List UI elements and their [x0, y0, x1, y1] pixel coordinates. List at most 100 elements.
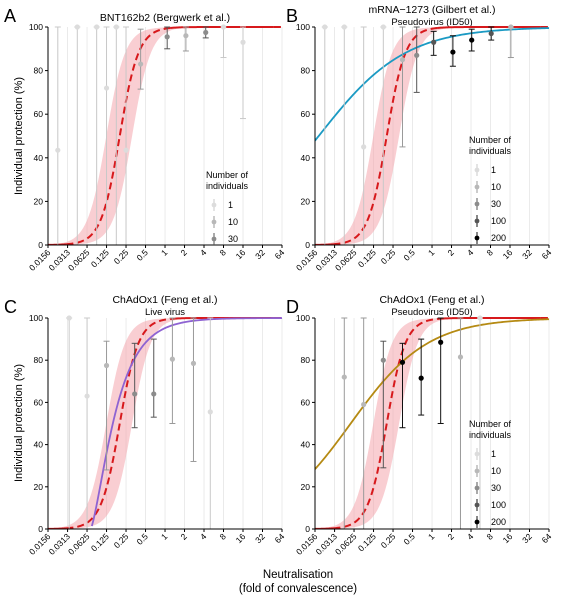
legend-label: 30 — [491, 199, 501, 209]
legend-label: 30 — [228, 234, 238, 244]
data-point — [361, 401, 367, 408]
y-tick-label: 0 — [305, 240, 310, 250]
legend-label: 10 — [491, 466, 501, 476]
data-point — [418, 375, 424, 381]
y-tick-label: 40 — [301, 440, 311, 450]
y-tick-label: 100 — [296, 313, 310, 323]
data-point — [103, 362, 110, 369]
legend-label: 30 — [491, 483, 501, 493]
x-tick-label: 64 — [540, 531, 554, 545]
legend-label: 100 — [491, 500, 506, 510]
data-point — [84, 393, 90, 399]
panel-c-title: ChAdOx1 (Feng et al.) — [112, 294, 217, 306]
panel-b-letter: B — [286, 6, 298, 26]
data-point — [414, 52, 420, 58]
x-tick-label: 0.125 — [89, 531, 111, 553]
panel-series — [48, 317, 282, 529]
data-point — [207, 409, 213, 415]
x-tick-label: 4 — [198, 531, 209, 542]
panel-c-subtitle: Live virus — [145, 307, 185, 318]
x-tick-label: 4 — [465, 247, 476, 258]
x-axis-label-line1: Neutralisation — [263, 569, 333, 581]
x-tick-label: 32 — [520, 247, 534, 261]
data-point — [74, 24, 80, 30]
legend-label: 10 — [491, 182, 501, 192]
x-tick-label: 0.5 — [402, 531, 418, 547]
x-tick-label: 4 — [198, 247, 209, 258]
x-tick-label: 0.0625 — [66, 531, 92, 557]
legend-key-point — [474, 201, 480, 207]
y-tick-label: 100 — [296, 22, 310, 32]
x-tick-label: 2 — [446, 247, 457, 258]
y-tick-label: 60 — [34, 109, 44, 119]
x-tick-label: 0.125 — [356, 531, 378, 553]
x-tick-label: 16 — [501, 247, 515, 261]
data-point — [151, 391, 157, 397]
x-tick-label: 16 — [234, 531, 248, 545]
panel-d-subtitle: Pseudovirus (ID50) — [391, 307, 472, 318]
x-tick-label: 8 — [485, 247, 496, 258]
legend-title: individuals — [469, 430, 512, 440]
data-point — [431, 39, 437, 45]
y-tick-label: 100 — [29, 22, 43, 32]
y-tick-label: 100 — [29, 313, 43, 323]
x-tick-label: 0.5 — [402, 247, 418, 263]
x-tick-label: 4 — [465, 531, 476, 542]
data-point — [138, 61, 144, 67]
x-tick-label: 64 — [540, 247, 554, 261]
legend-key-point — [211, 202, 217, 208]
data-point — [132, 391, 138, 397]
x-tick-label: 1 — [426, 531, 437, 542]
y-tick-label: 0 — [38, 240, 43, 250]
legend-label: 100 — [491, 216, 506, 226]
legend-label: 1 — [491, 165, 496, 175]
x-tick-label: 0.25 — [112, 247, 131, 266]
legend-label: 200 — [491, 517, 506, 527]
data-point — [508, 24, 514, 30]
panel-b-title: mRNA−1273 (Gilbert et al.) — [369, 4, 496, 16]
y-tick-label: 80 — [34, 66, 44, 76]
legend-title: Number of — [206, 170, 249, 180]
x-tick-label: 64 — [273, 247, 287, 261]
legend-key-point — [474, 485, 480, 491]
data-point — [488, 30, 494, 37]
x-tick-label: 32 — [253, 247, 267, 261]
legend-label: 1 — [228, 200, 233, 210]
x-tick-label: 0.25 — [379, 247, 398, 266]
data-point — [66, 315, 72, 321]
y-tick-label: 0 — [305, 524, 310, 534]
data-point — [477, 315, 483, 321]
x-tick-label: 8 — [485, 531, 496, 542]
legend-label: 10 — [228, 217, 238, 227]
y-tick-label: 60 — [301, 109, 311, 119]
x-tick-label: 0.5 — [135, 247, 151, 263]
model-curve-solid — [437, 317, 541, 320]
data-point — [341, 24, 347, 30]
x-tick-label: 0.25 — [379, 531, 398, 550]
x-tick-label: 8 — [218, 531, 229, 542]
data-point — [380, 24, 386, 30]
x-tick-label: 16 — [501, 531, 515, 545]
data-point — [399, 359, 406, 365]
x-tick-label: 1 — [159, 531, 170, 542]
comparison-curve — [315, 318, 549, 470]
panel-b-subtitle: Pseudovirus (ID50) — [391, 17, 472, 28]
model-curve-dashed — [333, 317, 438, 529]
y-tick-label: 20 — [34, 482, 44, 492]
data-point — [164, 34, 170, 40]
data-point — [240, 39, 246, 45]
x-tick-label: 16 — [234, 247, 248, 261]
model-curve-dashed — [333, 27, 438, 245]
x-tick-label: 32 — [253, 531, 267, 545]
model-curve-dashed — [66, 27, 171, 245]
legend-key-point — [474, 468, 480, 474]
data-point — [438, 339, 444, 345]
data-point — [203, 29, 209, 36]
legend-title: Number of — [469, 419, 512, 429]
x-tick-label: 2 — [446, 531, 457, 542]
legend-key-point — [474, 235, 480, 241]
x-tick-label: 0.0625 — [333, 531, 359, 557]
legend-key-point — [474, 218, 480, 224]
